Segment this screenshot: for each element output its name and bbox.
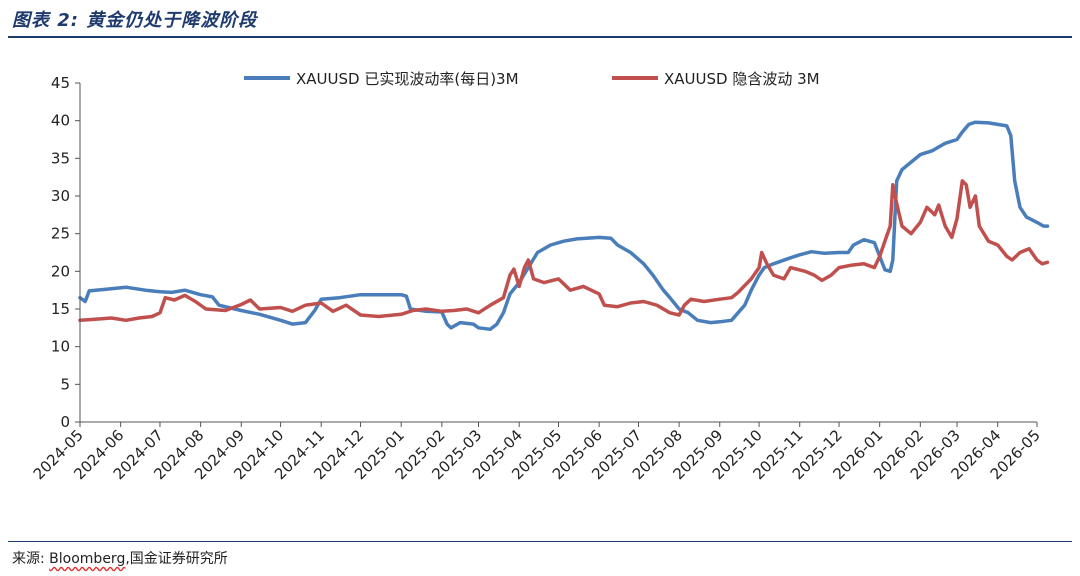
- source-label: 来源:: [12, 551, 45, 567]
- source-rest: ,国金证券研究所: [125, 551, 228, 567]
- y-tick-label: 20: [51, 262, 70, 280]
- implied-vol-line: [78, 179, 1050, 323]
- realized-vol-line: [78, 120, 1050, 332]
- y-tick-label: 15: [51, 300, 70, 318]
- x-axis-ticks: 2024-052024-062024-072024-082024-092024-…: [30, 422, 1044, 483]
- source-rule: [8, 541, 1072, 542]
- legend-label-realized: XAUUSD 已实现波动率(每日)3M: [296, 70, 519, 88]
- y-tick-label: 25: [51, 225, 70, 243]
- source-name: Bloomberg: [49, 551, 126, 567]
- y-tick-label: 30: [51, 187, 70, 205]
- y-tick-label: 10: [51, 338, 70, 356]
- y-axis-ticks: 0 5 10 15 20 25 30 35 40 45: [51, 74, 80, 431]
- title-rule: [8, 36, 1072, 38]
- legend-label-implied: XAUUSD 隐含波动 3M: [664, 70, 820, 88]
- legend: XAUUSD 已实现波动率(每日)3M XAUUSD 隐含波动 3M: [244, 70, 820, 88]
- figure-title: 图表 2: 黄金仍处于降波阶段: [12, 10, 258, 31]
- y-tick-label: 40: [51, 112, 70, 130]
- source-note: 来源: Bloomberg,国金证券研究所: [12, 548, 228, 568]
- series-lines: [78, 120, 1050, 332]
- y-tick-label: 0: [60, 413, 70, 431]
- y-tick-label: 5: [60, 375, 70, 393]
- y-tick-label: 35: [51, 149, 70, 167]
- y-tick-label: 45: [51, 74, 70, 92]
